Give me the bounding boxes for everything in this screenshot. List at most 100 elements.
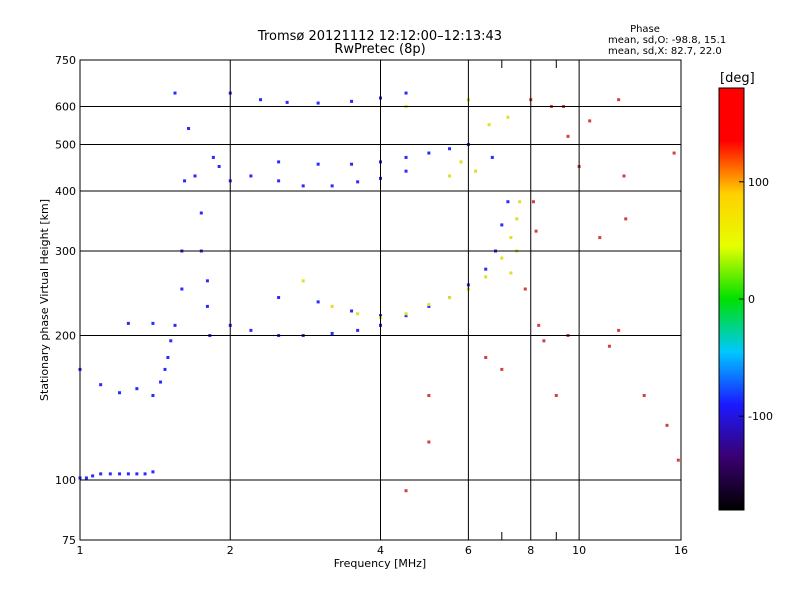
echo-point bbox=[588, 119, 592, 123]
y-tick-label: 750 bbox=[55, 54, 76, 67]
x-tick-label: 6 bbox=[465, 544, 472, 557]
echo-point bbox=[484, 267, 488, 271]
colorbar-tick-label: 100 bbox=[748, 176, 769, 189]
echo-point bbox=[118, 472, 122, 476]
echo-point bbox=[515, 217, 519, 221]
echo-point bbox=[500, 223, 504, 227]
echo-point bbox=[404, 312, 408, 316]
echo-point bbox=[427, 303, 431, 307]
echo-point bbox=[277, 179, 281, 183]
echo-point bbox=[91, 474, 95, 478]
echo-point bbox=[490, 155, 494, 159]
echo-point bbox=[183, 179, 187, 183]
echo-point bbox=[518, 200, 522, 204]
x-tick-label: 4 bbox=[377, 544, 384, 557]
echo-point bbox=[404, 91, 408, 95]
echo-point bbox=[199, 211, 203, 215]
stats-line-o: mean, sd,O: -98.8, 15.1 bbox=[608, 35, 726, 46]
echo-point bbox=[622, 174, 626, 178]
echo-point bbox=[350, 309, 354, 313]
echo-point bbox=[108, 472, 112, 476]
echo-point bbox=[277, 160, 281, 164]
echo-point bbox=[350, 162, 354, 166]
y-axis-label: Stationary phase Virtual Height [km] bbox=[38, 199, 51, 401]
echo-point bbox=[277, 296, 281, 300]
echo-point bbox=[487, 123, 491, 127]
echo-point bbox=[404, 169, 408, 173]
echo-point bbox=[249, 174, 253, 178]
echo-point bbox=[211, 155, 215, 159]
echo-point bbox=[598, 236, 602, 240]
echo-point bbox=[126, 472, 130, 476]
echo-point bbox=[404, 155, 408, 159]
echo-point bbox=[330, 184, 334, 188]
echo-point bbox=[665, 423, 669, 427]
colorbar-tick-label: 0 bbox=[748, 293, 755, 306]
echo-point bbox=[99, 383, 103, 387]
echo-point bbox=[542, 339, 546, 343]
echo-point bbox=[624, 217, 628, 221]
echo-point bbox=[151, 394, 155, 398]
echo-point bbox=[676, 458, 680, 462]
echo-point bbox=[301, 279, 305, 283]
grid-lines bbox=[80, 60, 681, 540]
echo-point bbox=[205, 279, 209, 283]
y-tick-label: 500 bbox=[55, 139, 76, 152]
echo-point bbox=[500, 367, 504, 371]
echo-point bbox=[259, 98, 263, 102]
echo-point bbox=[473, 169, 477, 173]
echo-point bbox=[249, 328, 253, 332]
y-tick-label: 600 bbox=[55, 101, 76, 114]
y-tick-label: 75 bbox=[62, 534, 76, 547]
echo-point bbox=[554, 394, 558, 398]
echo-point bbox=[166, 355, 170, 359]
stats-heading: Phase bbox=[630, 24, 660, 35]
echo-point bbox=[534, 229, 538, 233]
x-tick-label: 8 bbox=[527, 544, 534, 557]
echo-point bbox=[84, 476, 88, 480]
echo-point bbox=[506, 200, 510, 204]
echo-point bbox=[427, 304, 431, 308]
echo-point bbox=[459, 160, 463, 164]
echo-point bbox=[330, 331, 334, 335]
echo-point bbox=[180, 287, 184, 291]
echo-point bbox=[566, 134, 570, 138]
y-tick-label: 400 bbox=[55, 185, 76, 198]
echo-point bbox=[617, 328, 621, 332]
echo-point bbox=[173, 323, 177, 327]
echo-point bbox=[506, 115, 510, 119]
echo-point bbox=[642, 394, 646, 398]
echo-point bbox=[448, 296, 452, 300]
echo-point bbox=[484, 355, 488, 359]
echo-point bbox=[500, 256, 504, 260]
echo-point bbox=[126, 321, 130, 325]
echo-point bbox=[448, 147, 452, 151]
echo-point bbox=[356, 180, 360, 184]
echo-point bbox=[163, 367, 167, 371]
echo-point bbox=[118, 391, 122, 395]
axis-ticks: 1 2 4 6 8 10 16 75 100 200 300 400 500 600 750 bbox=[55, 54, 688, 557]
x-tick-label: 16 bbox=[674, 544, 688, 557]
echo-point bbox=[484, 275, 488, 279]
echo-point bbox=[617, 98, 621, 102]
stats-line-x: mean, sd,X: 82.7, 22.0 bbox=[608, 46, 722, 57]
echo-point bbox=[285, 100, 289, 104]
echo-point bbox=[404, 314, 408, 318]
echo-point bbox=[301, 184, 305, 188]
echo-point bbox=[187, 126, 191, 130]
echo-point bbox=[427, 151, 431, 155]
echo-point bbox=[99, 472, 103, 476]
y-tick-label: 300 bbox=[55, 245, 76, 258]
echo-point bbox=[350, 99, 354, 103]
echo-point bbox=[356, 312, 360, 316]
echo-point bbox=[143, 472, 147, 476]
echo-point bbox=[135, 472, 139, 476]
x-tick-label: 10 bbox=[572, 544, 586, 557]
echo-point bbox=[217, 164, 221, 168]
echo-point bbox=[427, 440, 431, 444]
echo-point bbox=[205, 304, 209, 308]
colorbar-label: [deg] bbox=[720, 71, 755, 86]
echo-point bbox=[531, 200, 535, 204]
echo-point bbox=[509, 236, 513, 240]
